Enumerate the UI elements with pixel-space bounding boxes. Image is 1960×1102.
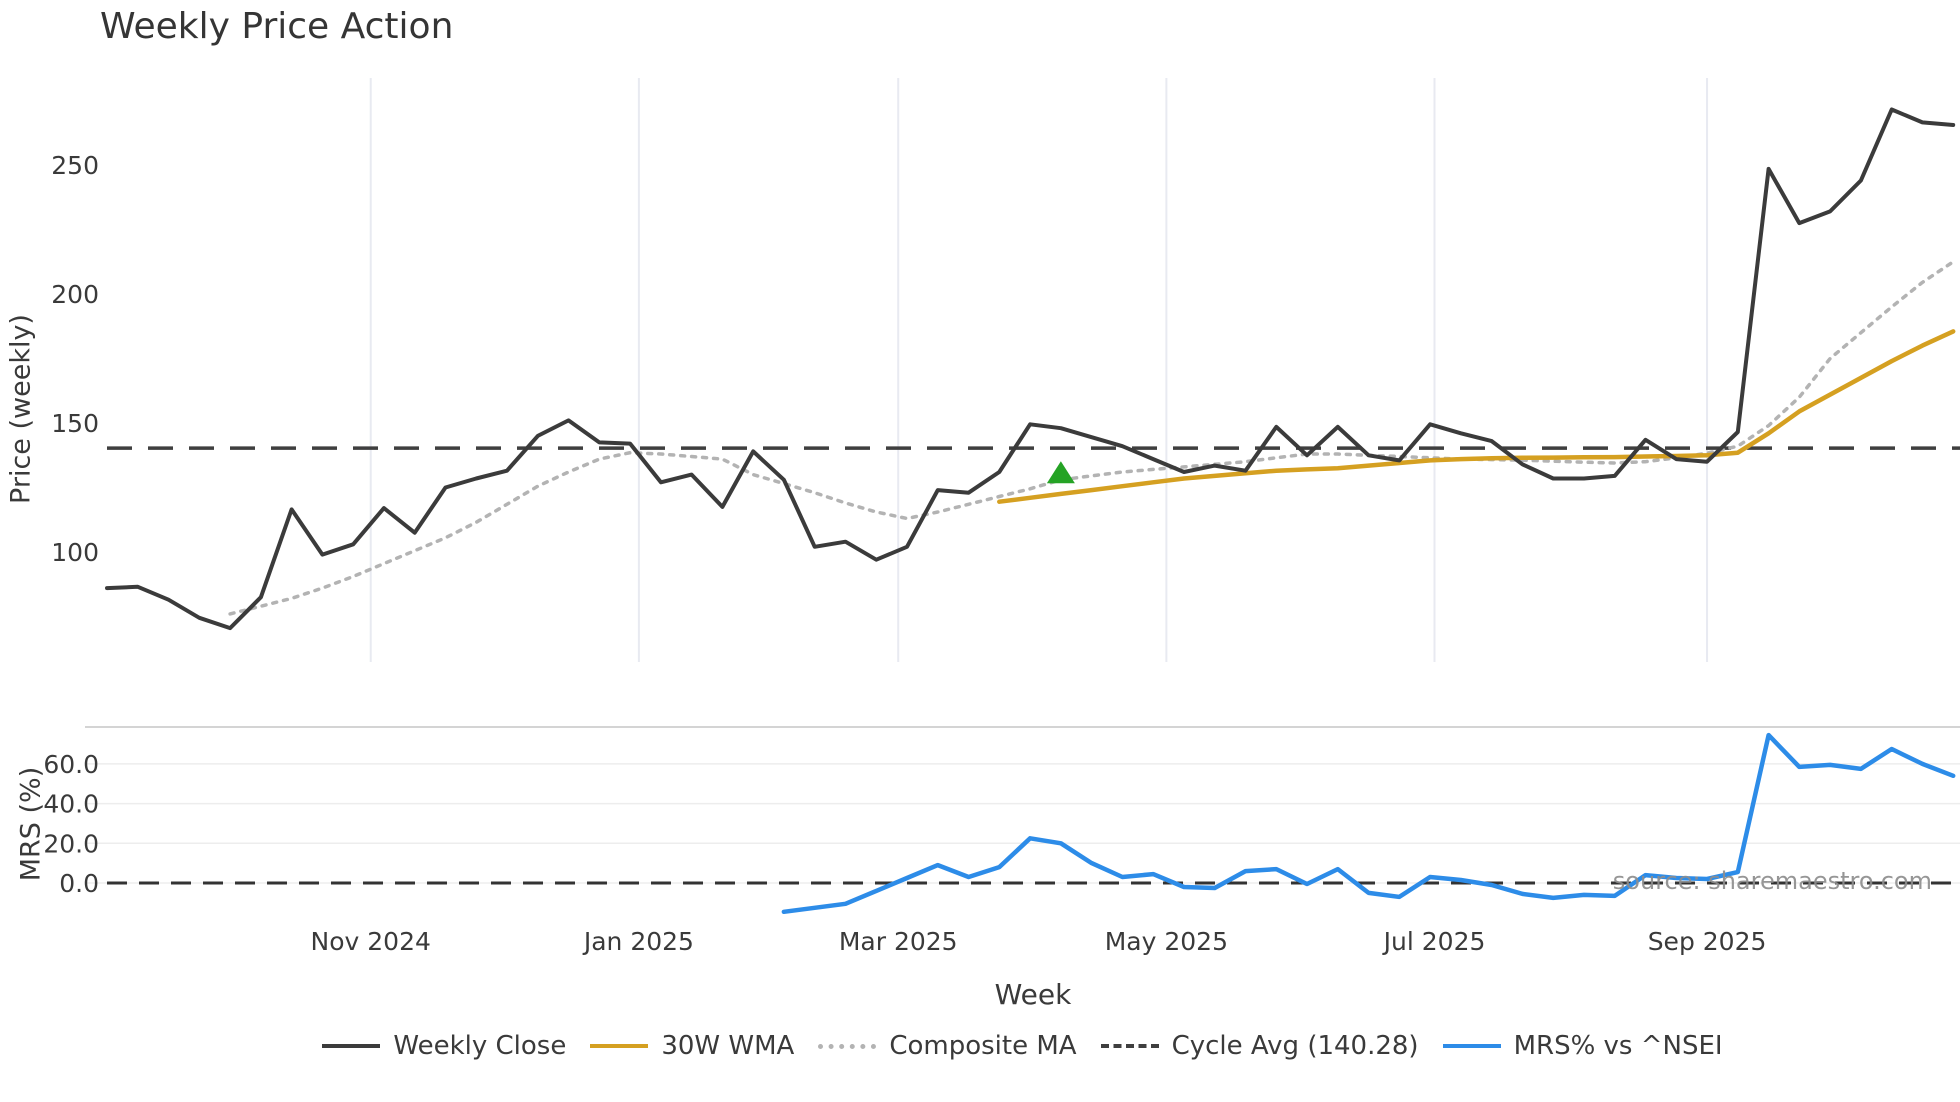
x-tick-label: Jul 2025 xyxy=(1382,927,1486,956)
price-tick-label: 100 xyxy=(51,538,99,567)
legend-swatch xyxy=(818,1043,877,1049)
weekly-close-line xyxy=(105,107,1956,631)
watermark-text: source: sharemaestro.com xyxy=(1612,867,1932,895)
legend-swatch xyxy=(322,1044,381,1048)
legend-label: 30W WMA xyxy=(661,1031,795,1061)
legend-item-30w-wma: 30W WMA xyxy=(590,1031,794,1061)
price-tick-label: 200 xyxy=(51,280,99,309)
mrs-vs-nsei-line xyxy=(781,732,1956,915)
mrs-tick-label: 0.0 xyxy=(59,869,99,898)
chart-legend: Weekly Close 30W WMA Composite MA Cycle Avg… xyxy=(85,1031,1960,1061)
legend-item-weekly-close: Weekly Close xyxy=(322,1031,566,1061)
x-tick-label: Nov 2024 xyxy=(311,927,431,956)
legend-swatch xyxy=(590,1044,649,1048)
legend-item-composite-ma: Composite MA xyxy=(818,1031,1077,1061)
legend-label: MRS% vs ^NSEI xyxy=(1513,1031,1723,1061)
legend-label: Cycle Avg (140.28) xyxy=(1171,1031,1419,1061)
price-tick-label: 250 xyxy=(51,151,99,180)
x-tick-label: Mar 2025 xyxy=(839,927,958,956)
legend-label: Composite MA xyxy=(889,1031,1077,1061)
x-tick-label: Jan 2025 xyxy=(582,927,694,956)
legend-label: Weekly Close xyxy=(393,1031,567,1061)
buy-signal-triangle-marker xyxy=(1046,461,1075,484)
x-tick-label: Sep 2025 xyxy=(1648,927,1767,956)
x-tick-label: May 2025 xyxy=(1105,927,1228,956)
price-tick-label: 150 xyxy=(51,409,99,438)
mrs-tick-label: 60.0 xyxy=(43,750,99,779)
legend-item-mrs-vs-nsei: MRS% vs ^NSEI xyxy=(1442,1031,1723,1061)
mrs-tick-label: 20.0 xyxy=(43,829,99,858)
mrs-tick-label: 40.0 xyxy=(43,790,99,819)
legend-item-cycle-avg-140-28: Cycle Avg (140.28) xyxy=(1100,1031,1419,1061)
composite-ma-line xyxy=(228,260,1955,616)
legend-swatch xyxy=(1100,1044,1159,1048)
30w-wma-line xyxy=(997,329,1956,504)
chart-title: Weekly Price Action xyxy=(100,6,454,47)
legend-swatch xyxy=(1442,1044,1501,1048)
x-axis-label: Week xyxy=(994,978,1072,1011)
